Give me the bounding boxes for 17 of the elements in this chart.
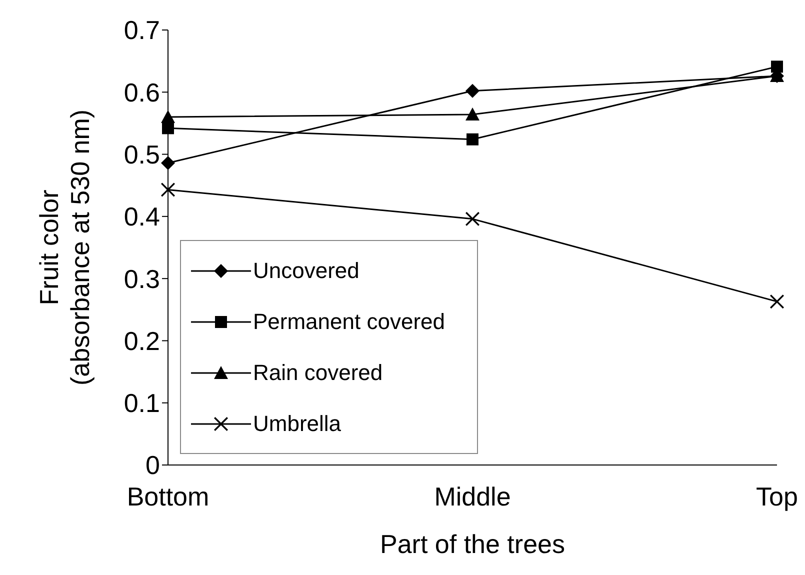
y-tick-label: 0.2 <box>124 326 160 356</box>
y-tick-label: 0.5 <box>124 140 160 170</box>
legend-label: Rain covered <box>253 360 383 386</box>
y-tick-label: 0.4 <box>124 202 160 232</box>
legend-label: Umbrella <box>253 410 342 436</box>
legend-label: Permanent covered <box>253 308 445 334</box>
y-tick-label: 0 <box>146 450 160 480</box>
x-tick-label: Bottom <box>126 481 210 512</box>
y-tick-label: 0.1 <box>124 388 160 418</box>
x-axis-title: Part of the trees <box>380 529 565 559</box>
y-tick-label: 0.3 <box>124 264 160 294</box>
y-tick-label: 0.6 <box>124 77 160 108</box>
y-tick-label: 0.7 <box>124 15 160 46</box>
x-tick-label: Top <box>756 481 798 512</box>
y-axis-title: Fruit color (absorbance at 530 nm) <box>34 109 95 386</box>
legend-label: Uncovered <box>253 258 360 284</box>
x-tick-label: Middle <box>434 481 511 512</box>
